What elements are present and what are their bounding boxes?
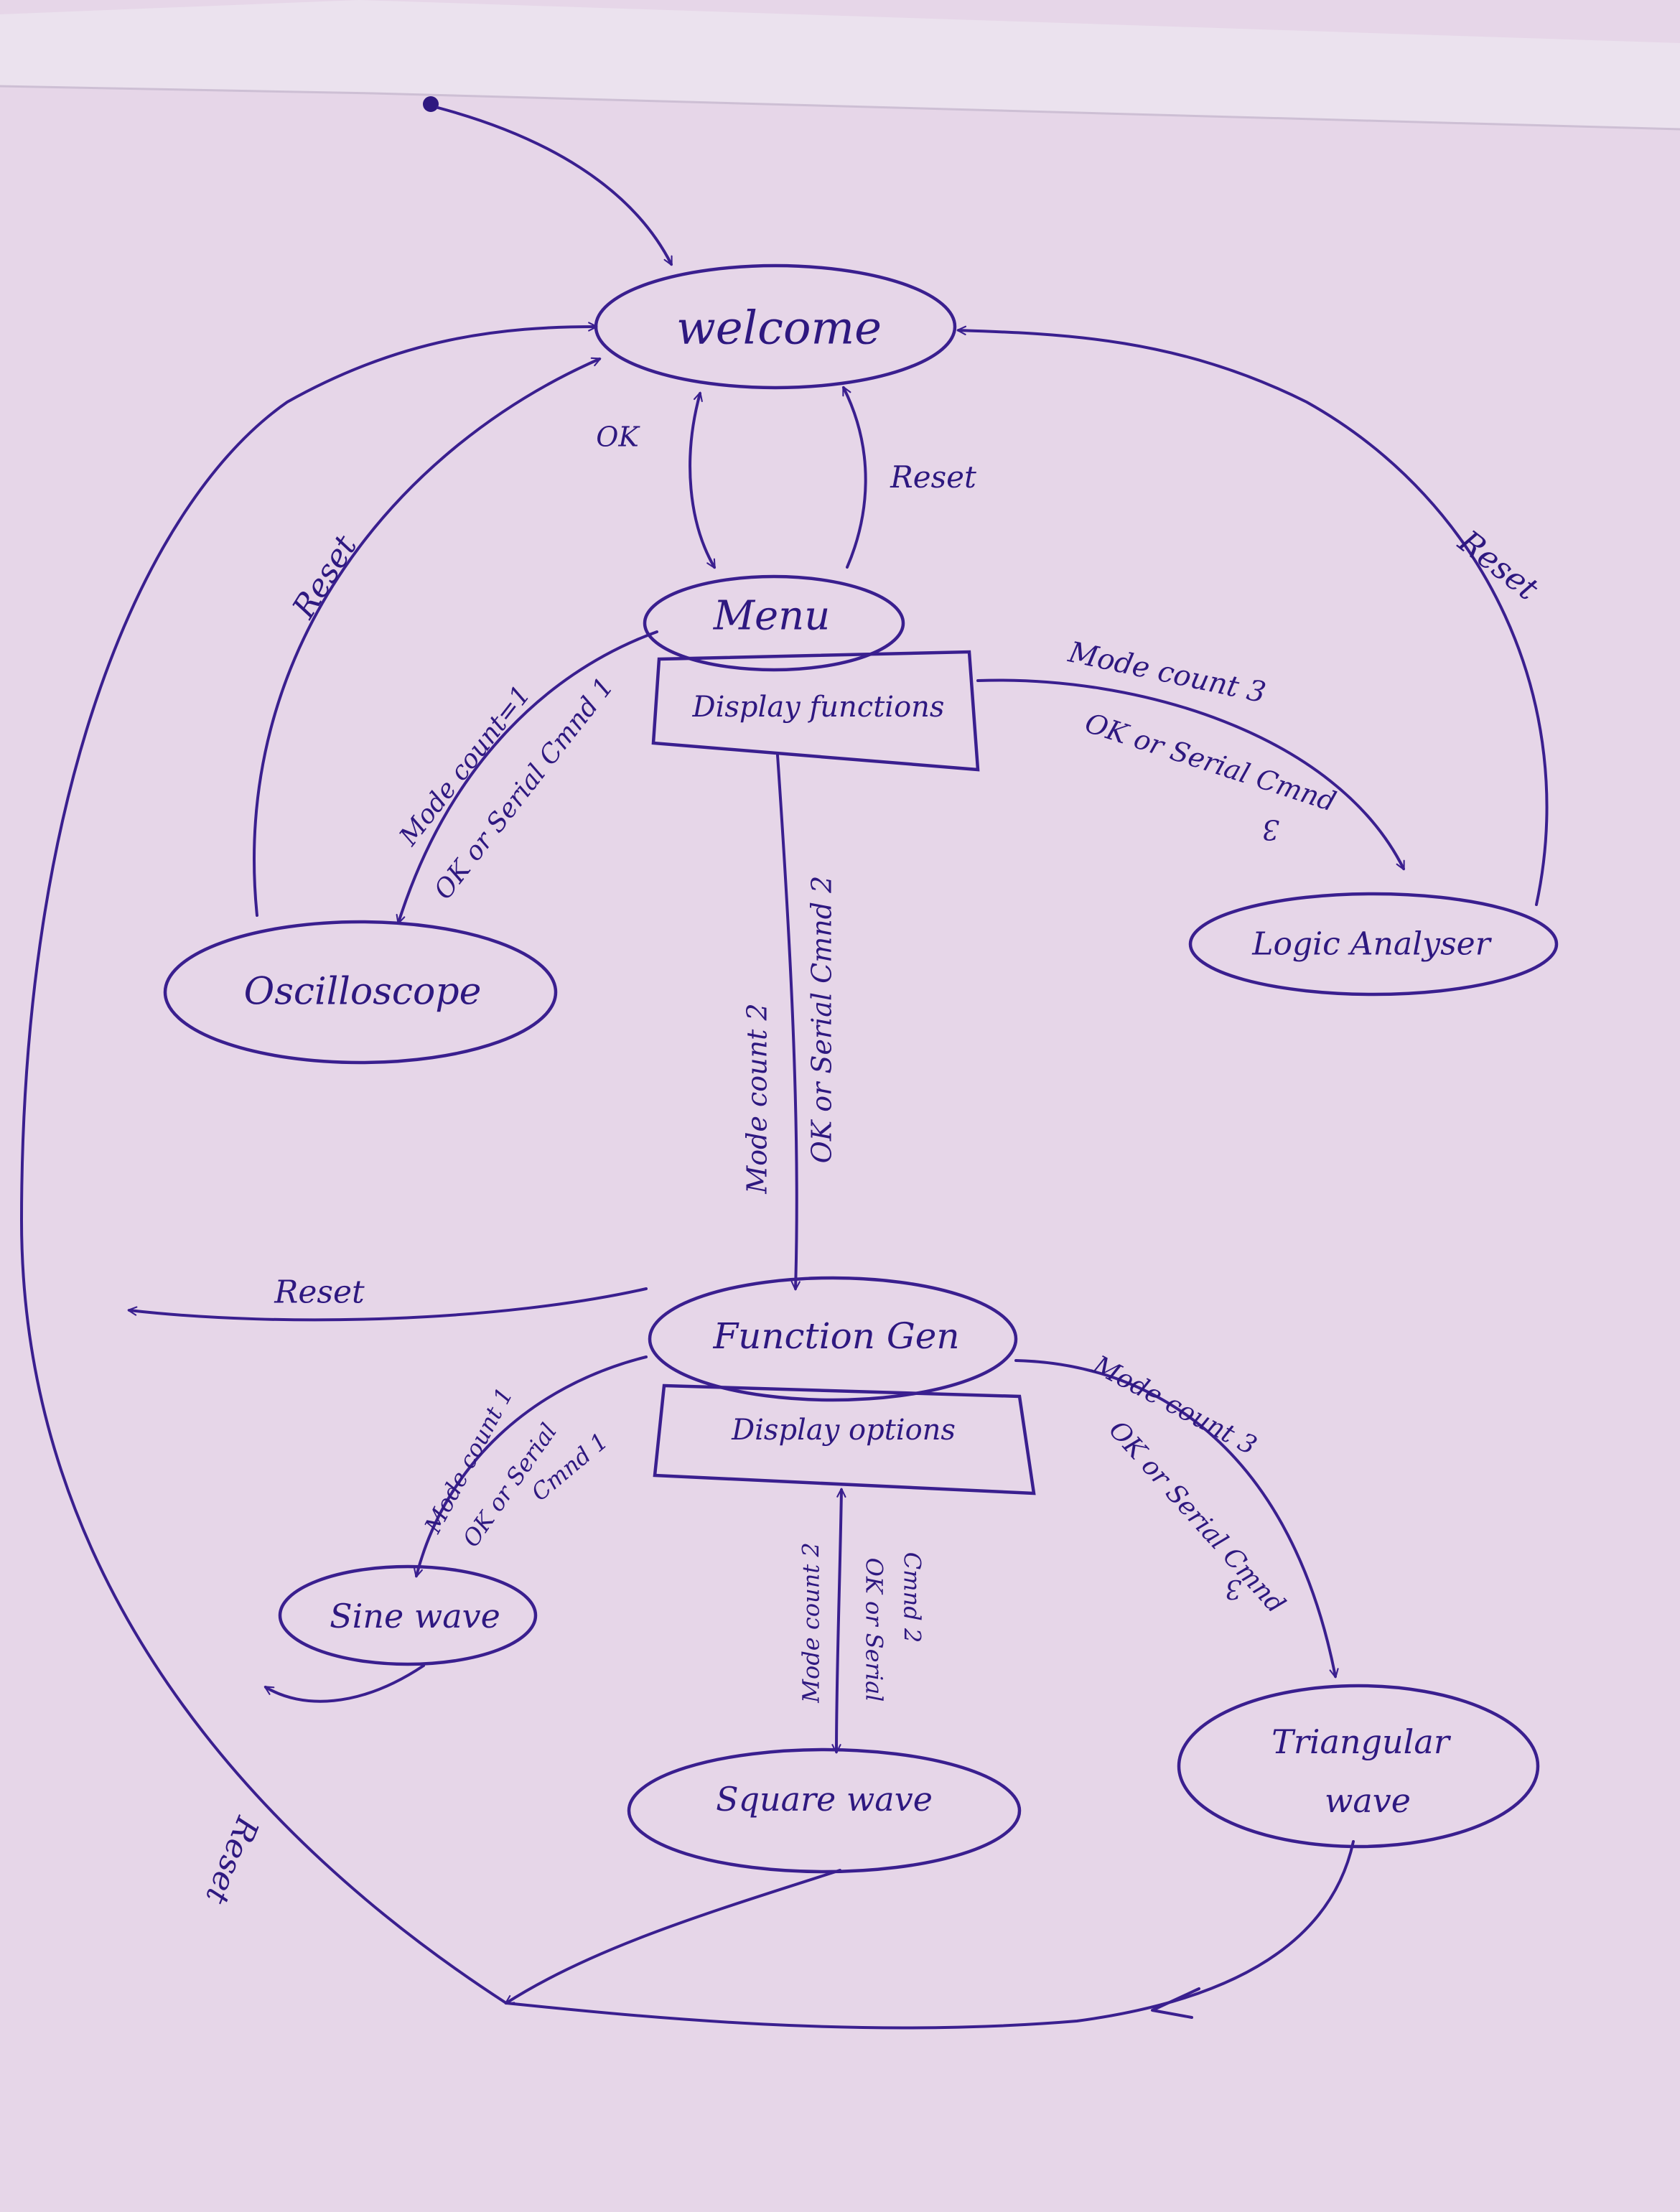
edge-menu-to-welcome (842, 386, 867, 569)
edge-label-menu-to-fg-2: OK or Serial Cmnd 2 (806, 876, 838, 1164)
edge-initial-to-welcome (437, 106, 673, 266)
edge-label-menu-to-logic-3: 3 (1262, 814, 1279, 846)
label-sine-wave: Sine wave (330, 1597, 500, 1635)
edge-label-menu-to-fg-1: Mode count 2 (742, 1003, 773, 1194)
initial-state-dot (423, 96, 439, 112)
edge-label-fg-to-square-3: Cmnd 2 (899, 1552, 926, 1643)
edge-tri-to-merge (505, 1840, 1355, 2030)
label-logic-analyser: Logic Analyser (1251, 926, 1492, 963)
paper-fold (0, 0, 1680, 129)
node-triangular-wave (1177, 1684, 1540, 1849)
edge-osc-to-welcome (253, 357, 602, 917)
edge-sine-return (263, 1664, 425, 1703)
edge-welcome-to-menu (689, 391, 716, 569)
label-welcome: welcome (676, 302, 882, 355)
paper-fold-edge (0, 85, 1680, 131)
edge-fg-to-square (831, 1488, 846, 1754)
label-triangular-wave-1: Triangular (1271, 1722, 1452, 1761)
edge-label-fg-to-tri-2: OK or Serial Cmnd (1103, 1415, 1290, 1619)
node-logic-analyser (1188, 892, 1559, 997)
label-display-functions: Display functions (692, 691, 945, 724)
edge-label-menu-to-osc-1: Mode count=1 (393, 680, 536, 851)
edge-fg-reset (127, 1287, 648, 1322)
edge-logic-to-welcome (956, 325, 1549, 906)
edge-label-fg-to-square-1: Mode count 2 (798, 1542, 825, 1703)
node-display-options-box (653, 1383, 1036, 1495)
edge-menu-to-osc (396, 630, 658, 925)
node-display-functions-box (651, 650, 980, 772)
edge-label-menu-to-logic-1: Mode count 3 (1065, 635, 1269, 709)
label-function-gen: Function Gen (712, 1315, 959, 1357)
label-square-wave: Square wave (716, 1780, 933, 1819)
edge-label-fg-reset: Reset (274, 1274, 365, 1311)
node-square-wave (627, 1747, 1022, 1874)
label-menu: Menu (713, 593, 831, 640)
edge-menu-to-fg (776, 754, 801, 1291)
edge-label-fg-to-tri-3: 3 (1226, 1574, 1242, 1603)
edge-label-waves-reset: Reset (198, 1811, 266, 1909)
edge-label-welcome-to-menu: OK (596, 421, 640, 453)
label-oscilloscope: Oscilloscope (244, 971, 482, 1014)
edge-fg-to-sine (413, 1355, 648, 1578)
node-oscilloscope (163, 920, 558, 1065)
node-welcome (594, 263, 957, 390)
edge-menu-to-logic (976, 678, 1405, 871)
edge-label-osc-reset: Reset (285, 528, 364, 625)
node-function-gen (648, 1276, 1018, 1402)
label-display-options: Display options (731, 1414, 956, 1447)
edge-label-menu-to-logic-2: OK or Serial Cmnd (1081, 706, 1340, 817)
node-menu (643, 574, 905, 672)
edge-label-fg-to-square-2: OK or Serial (861, 1558, 888, 1702)
edge-label-logic-reset: Reset (1451, 523, 1545, 607)
label-triangular-wave-2: wave (1325, 1781, 1411, 1820)
edge-square-to-merge (504, 1869, 841, 2005)
edge-tri-arrowhead (1151, 1987, 1200, 2019)
edge-outer-reset-loop (20, 322, 598, 2005)
node-sine-wave (278, 1564, 538, 1666)
edge-label-menu-to-welcome: Reset (890, 459, 976, 495)
edge-fg-to-tri (1014, 1359, 1339, 1679)
